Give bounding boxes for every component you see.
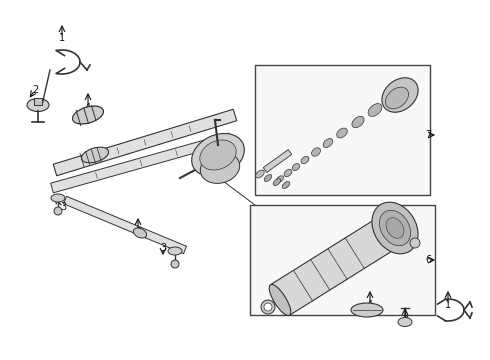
Text: 2: 2 <box>402 315 408 325</box>
Ellipse shape <box>264 303 272 311</box>
Bar <box>255 65 430 195</box>
Ellipse shape <box>261 300 275 314</box>
Ellipse shape <box>264 175 272 181</box>
Ellipse shape <box>351 303 383 317</box>
Text: 2: 2 <box>32 85 38 95</box>
Ellipse shape <box>276 176 283 182</box>
Ellipse shape <box>301 156 309 164</box>
Ellipse shape <box>293 163 299 170</box>
Ellipse shape <box>337 128 347 138</box>
Ellipse shape <box>284 169 292 177</box>
Text: 5: 5 <box>215 158 221 168</box>
Ellipse shape <box>379 210 411 246</box>
FancyBboxPatch shape <box>34 98 42 105</box>
Ellipse shape <box>372 202 418 254</box>
Polygon shape <box>64 196 187 254</box>
Text: 3: 3 <box>160 243 166 253</box>
Ellipse shape <box>200 153 240 183</box>
Ellipse shape <box>168 247 182 255</box>
Polygon shape <box>270 213 405 315</box>
Ellipse shape <box>192 134 245 176</box>
Ellipse shape <box>73 106 103 124</box>
Text: 4: 4 <box>367 300 373 310</box>
Ellipse shape <box>386 218 404 238</box>
Ellipse shape <box>382 78 418 112</box>
Ellipse shape <box>352 116 364 128</box>
Text: 1: 1 <box>59 33 65 43</box>
Text: 8: 8 <box>135 227 141 237</box>
Ellipse shape <box>323 139 333 148</box>
Text: 6: 6 <box>425 255 431 265</box>
Ellipse shape <box>27 99 49 112</box>
Ellipse shape <box>368 104 382 116</box>
Ellipse shape <box>410 238 420 248</box>
Polygon shape <box>263 149 292 172</box>
Ellipse shape <box>171 260 179 268</box>
Text: 7: 7 <box>425 130 431 140</box>
Polygon shape <box>50 133 231 193</box>
Text: 4: 4 <box>85 103 91 113</box>
Bar <box>250 205 435 315</box>
Ellipse shape <box>54 207 62 215</box>
Ellipse shape <box>51 194 65 202</box>
Text: 1: 1 <box>445 300 451 310</box>
Ellipse shape <box>133 228 147 238</box>
Ellipse shape <box>398 318 412 327</box>
Ellipse shape <box>256 170 264 178</box>
Ellipse shape <box>312 148 320 156</box>
Text: 3: 3 <box>60 202 66 212</box>
Ellipse shape <box>273 179 281 185</box>
Ellipse shape <box>81 147 109 163</box>
Ellipse shape <box>282 181 290 189</box>
Ellipse shape <box>200 140 236 170</box>
Polygon shape <box>53 109 237 176</box>
Ellipse shape <box>386 87 409 109</box>
Ellipse shape <box>269 284 291 316</box>
